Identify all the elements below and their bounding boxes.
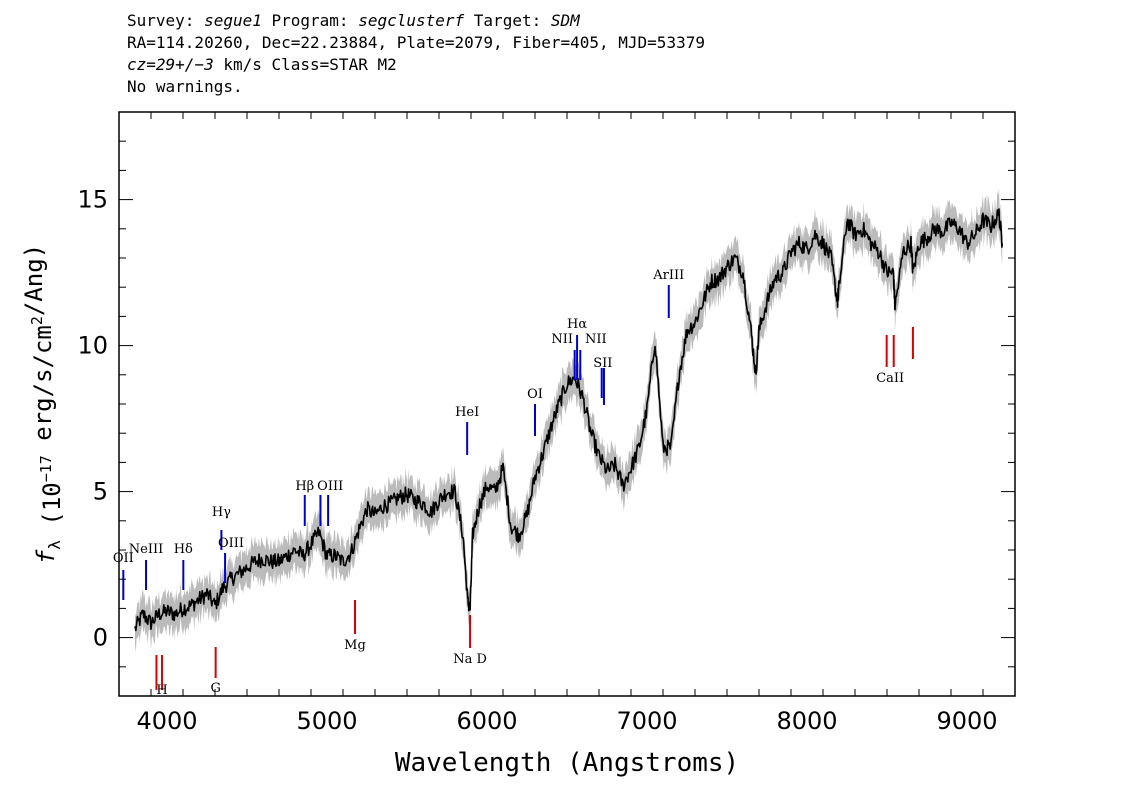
- redshift-part: cz=29+/−3: [127, 55, 214, 74]
- emission-line-label: OIII: [317, 479, 343, 494]
- survey-part: segclusterf: [358, 11, 465, 30]
- x-axis-label: Wavelength (Angstroms): [395, 748, 739, 778]
- survey-part: segue1: [204, 11, 262, 30]
- survey-part: SDM: [550, 11, 580, 30]
- emission-line-label: NII: [585, 332, 607, 347]
- absorption-line-label: G: [210, 681, 220, 696]
- emission-line-label: OIII: [218, 536, 244, 551]
- error-band: [135, 188, 1003, 653]
- absorption-line-label: Mg: [344, 638, 366, 653]
- survey-part: Program:: [261, 11, 359, 30]
- x-tick-labels: 4000 5000 6000 7000 8000 9000: [136, 707, 997, 735]
- axis-ticks: [118, 111, 1016, 697]
- x-tick-label: 5000: [296, 707, 357, 735]
- header-line-redshift-class: cz=29+/−3 km/s Class=STAR M2: [127, 54, 705, 76]
- header-line-coordinates: RA=114.20260, Dec=22.23884, Plate=2079, …: [127, 33, 705, 52]
- emission-line-label: HeI: [455, 405, 479, 420]
- emission-line-label: ArIII: [652, 268, 684, 283]
- y-axis-label: fλ (10−17 erg/s/cm2/Ang): [20, 244, 66, 564]
- spectrum-line: [134, 208, 1003, 632]
- y-tick-label: 10: [77, 332, 108, 360]
- x-tick-label: 9000: [936, 707, 997, 735]
- emission-line-label: Hγ: [212, 505, 231, 520]
- emission-line-label: Hβ: [295, 479, 314, 494]
- emission-line-label: NII: [551, 332, 573, 347]
- x-tick-label: 7000: [616, 707, 677, 735]
- y-tick-label: 5: [93, 478, 108, 506]
- emission-line-label: Hδ: [174, 542, 193, 557]
- header-line-warnings: No warnings.: [127, 77, 243, 96]
- error-band-area: [135, 188, 1003, 653]
- x-tick-label: 8000: [776, 707, 837, 735]
- absorption-line-label: H: [156, 683, 167, 698]
- y-tick-label: 15: [77, 186, 108, 214]
- spectrum-series: [134, 208, 1003, 632]
- y-tick-label: 0: [93, 624, 108, 652]
- spectrum-header: Survey: segue1 Program: segclusterf Targ…: [127, 10, 705, 98]
- x-tick-label: 4000: [136, 707, 197, 735]
- emission-line-label: OII: [113, 551, 134, 566]
- redshift-part: km/s Class=STAR M2: [213, 55, 397, 74]
- x-tick-label: 6000: [456, 707, 517, 735]
- y-tick-labels: 0 5 10 15: [77, 186, 108, 652]
- absorption-line-label: CaII: [876, 371, 904, 386]
- header-line-survey: Survey: segue1 Program: segclusterf Targ…: [127, 10, 705, 32]
- emission-line-label: Hα: [567, 317, 587, 332]
- survey-part: Target:: [464, 11, 551, 30]
- survey-part: Survey:: [127, 11, 205, 30]
- emission-line-label: OI: [527, 387, 543, 402]
- emission-line-label: NeIII: [129, 542, 163, 557]
- absorption-line-label: Na D: [453, 652, 487, 667]
- emission-line-label: SII: [593, 356, 612, 371]
